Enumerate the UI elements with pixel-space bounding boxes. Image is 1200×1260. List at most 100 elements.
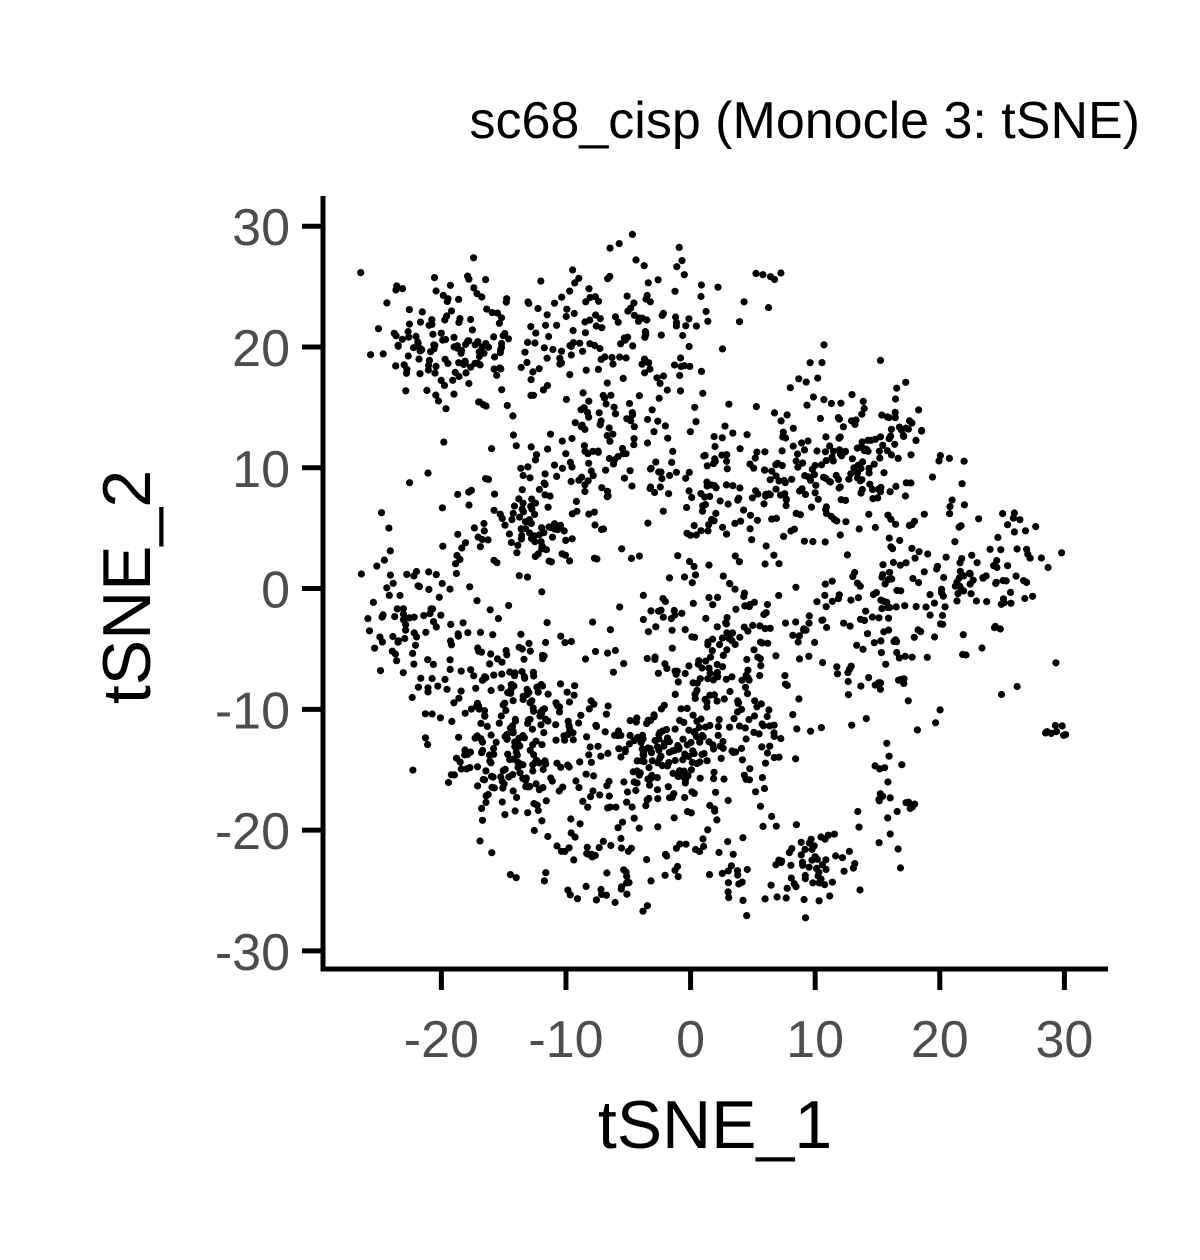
data-point (556, 360, 564, 368)
data-point (705, 664, 713, 672)
data-point (505, 530, 513, 538)
data-point (566, 371, 574, 379)
data-point (439, 542, 447, 550)
data-point (443, 685, 451, 693)
data-point (775, 591, 783, 600)
data-point (391, 613, 399, 621)
data-point (896, 561, 904, 569)
data-point (506, 724, 514, 732)
data-point (697, 281, 706, 289)
data-point (495, 719, 503, 727)
data-point (986, 545, 994, 553)
data-point (476, 628, 485, 637)
data-point (1052, 728, 1061, 736)
data-point (813, 598, 821, 606)
data-point (557, 632, 565, 640)
data-point (633, 767, 641, 775)
data-point (530, 751, 538, 759)
data-point (414, 683, 422, 691)
data-point (758, 743, 766, 751)
x-ticks: -20 -10 0 10 20 30 (404, 971, 1093, 1069)
data-point (642, 330, 650, 338)
data-point (842, 496, 850, 504)
data-point (386, 571, 394, 579)
data-point (528, 495, 536, 503)
data-point (826, 892, 834, 900)
data-point (915, 579, 923, 587)
data-point (438, 504, 446, 512)
data-point (748, 536, 756, 544)
data-point (773, 893, 781, 901)
data-point (511, 807, 519, 815)
data-point (630, 778, 638, 786)
data-point (828, 577, 836, 585)
data-point (945, 454, 954, 462)
data-point (452, 754, 461, 762)
data-point (569, 736, 577, 744)
data-point (409, 766, 417, 774)
data-point (793, 450, 802, 458)
data-point (523, 690, 531, 699)
data-point (833, 663, 841, 671)
data-point (727, 862, 736, 870)
data-point (902, 799, 910, 807)
data-point (908, 544, 916, 553)
data-point (901, 602, 909, 610)
data-point (630, 423, 638, 431)
data-point (431, 369, 439, 377)
data-point (524, 809, 532, 817)
data-point (643, 856, 651, 864)
data-point (809, 879, 817, 887)
data-point (800, 626, 808, 634)
data-point (481, 712, 489, 720)
data-point (720, 695, 728, 703)
data-point (402, 387, 410, 395)
data-point (560, 732, 568, 740)
data-point (704, 675, 712, 683)
data-point (674, 678, 682, 686)
data-point (499, 701, 507, 709)
data-point (505, 601, 513, 610)
data-point (416, 370, 424, 378)
data-point (682, 840, 690, 848)
data-point (683, 741, 692, 749)
data-point (680, 573, 689, 581)
data-point (539, 784, 547, 792)
data-point (875, 839, 883, 847)
data-point (793, 725, 801, 733)
data-point (557, 847, 566, 855)
data-point (567, 351, 575, 359)
data-point (958, 480, 966, 488)
data-point (482, 767, 490, 775)
data-point (891, 440, 899, 448)
data-point (455, 295, 463, 303)
data-point (726, 580, 734, 588)
data-point (730, 715, 738, 723)
data-point (845, 475, 853, 483)
data-point (778, 447, 786, 455)
data-point (738, 756, 747, 764)
data-point (691, 403, 699, 411)
data-point (757, 700, 765, 708)
data-point (777, 735, 785, 743)
data-point (561, 551, 570, 559)
data-point (798, 858, 807, 866)
data-point (526, 529, 534, 537)
data-point (1002, 577, 1010, 585)
data-point (609, 360, 617, 368)
data-point (721, 422, 729, 430)
data-point (630, 299, 638, 307)
data-point (827, 399, 836, 408)
data-point (586, 743, 594, 751)
data-point (403, 570, 411, 579)
data-point (582, 366, 590, 374)
data-point (711, 455, 719, 463)
data-point (421, 710, 429, 718)
data-point (558, 464, 567, 472)
data-point (658, 475, 666, 483)
data-point (893, 807, 901, 816)
data-point (710, 775, 718, 783)
data-point (660, 739, 669, 747)
data-point (704, 527, 712, 535)
data-point (518, 531, 526, 540)
